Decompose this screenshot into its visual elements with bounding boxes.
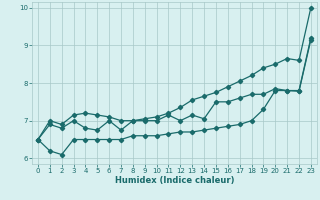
X-axis label: Humidex (Indice chaleur): Humidex (Indice chaleur) xyxy=(115,176,234,185)
